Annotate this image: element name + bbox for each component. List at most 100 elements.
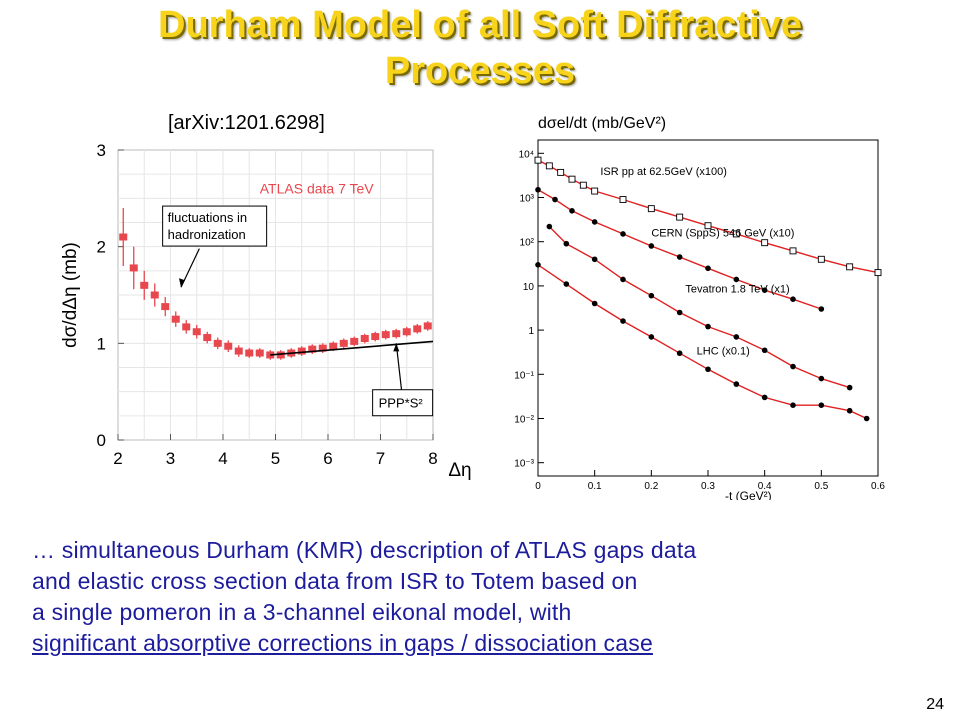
y-tick-label: 1 [528, 326, 534, 337]
data-point [371, 333, 380, 341]
slide-title: Durham Model of all Soft Diffractive Pro… [0, 2, 960, 94]
x-tick-label: 0.4 [758, 481, 772, 492]
data-point [563, 240, 570, 247]
data-point [619, 196, 627, 203]
data-point [733, 334, 740, 340]
description-line-3: a single pomeron in a 3-channel eikonal … [32, 599, 572, 625]
model-line [270, 340, 434, 356]
description-line-2: and elastic cross section data from ISR … [32, 568, 638, 594]
x-tick-label: 0.6 [871, 481, 885, 492]
data-point [591, 219, 598, 225]
model-curve [548, 226, 850, 389]
annotation-text: hadronization [168, 227, 246, 242]
data-point [705, 323, 711, 330]
data-point [818, 306, 825, 312]
data-point [423, 322, 432, 330]
annotation-text: PPP*S² [379, 396, 424, 411]
data-point [568, 175, 576, 183]
x-tick-label: 0 [535, 481, 541, 492]
x-tick-label: 2 [113, 449, 122, 468]
x-tick-label: 6 [323, 449, 332, 468]
series-label: Tevatron 1.8 TeV (x1) [685, 284, 789, 296]
data-point [171, 315, 180, 323]
x-tick-label: 0.2 [644, 481, 658, 492]
data-point [761, 287, 768, 293]
data-point [245, 349, 254, 357]
atlas-gap-chart: 0 1 2 3 2 3 4 5 6 7 8 dσ/dΔη (mb) Δη ATLAS data 7 TeV… [48, 140, 478, 500]
data-point [266, 351, 275, 359]
data-point [224, 342, 233, 350]
atlas-gap-chart-svg: 0 1 2 3 2 3 4 5 6 7 8 dσ/dΔη (mb) Δη ATLAS data 7 TeV… [60, 141, 472, 481]
data-point [591, 300, 598, 307]
data-point [546, 223, 553, 230]
y-tick-label: 3 [97, 141, 106, 160]
data-point [704, 222, 712, 230]
data-point [150, 291, 159, 299]
data-point [213, 339, 222, 347]
data-point [234, 347, 243, 355]
data-point [733, 276, 740, 283]
data-point [676, 309, 683, 316]
data-point [732, 230, 740, 238]
data-point [790, 402, 796, 408]
data-point [761, 239, 769, 247]
data-point [790, 296, 796, 303]
data-point [535, 186, 541, 193]
data-point [192, 328, 201, 336]
series-label: ISR pp at 62.5GeV (x100) [600, 166, 727, 178]
data-point [413, 325, 422, 333]
y-tick-label: 10⁴ [519, 149, 534, 160]
data-point [863, 415, 870, 422]
slide-title-line2: Processes [384, 50, 576, 92]
elastic-cross-section-chart-svg: dσel/dt (mb/GeV²) 10⁴ 10³ 10² 10 1 10⁻¹ 10⁻² 10⁻… [514, 115, 885, 503]
model-curve [537, 159, 879, 274]
data-point [360, 335, 369, 342]
data-point [761, 394, 768, 401]
annotation-box [162, 205, 268, 247]
data-point [846, 384, 853, 391]
data-point [874, 269, 882, 277]
data-point [535, 262, 541, 268]
data-point [563, 281, 570, 287]
x-tick-label: 4 [218, 449, 227, 468]
data-point [129, 264, 138, 272]
data-point [676, 213, 684, 221]
page-number: 24 [926, 696, 944, 713]
description-line-4: significant absorptive corrections in ga… [32, 630, 653, 656]
data-point [591, 187, 599, 195]
data-point [392, 330, 401, 338]
annotation-text: fluctuations in [168, 210, 248, 225]
annotation-arrowhead [179, 278, 185, 288]
data-point [350, 337, 359, 345]
data-point [648, 292, 655, 299]
data-point [789, 247, 797, 255]
series-label: CERN (SppS) 546 GeV (x10) [651, 228, 794, 240]
data-point [255, 349, 264, 357]
data-point [620, 231, 626, 237]
data-point [569, 208, 575, 214]
slide-description: … simultaneous Durham (KMR) description … [32, 535, 932, 659]
data-point [161, 303, 170, 311]
data-point [339, 339, 348, 347]
y-axis-label: dσ/dΔη (mb) [60, 242, 81, 348]
data-point [534, 156, 542, 164]
data-point [620, 276, 626, 283]
x-axis-label: -t (GeV²) [725, 489, 772, 500]
x-tick-label: 0.3 [701, 481, 715, 492]
data-point [182, 323, 191, 331]
data-point [276, 351, 285, 359]
y-tick-label: 10⁻² [514, 414, 534, 425]
data-point [545, 162, 553, 170]
data-point [761, 347, 768, 354]
y-tick-label: 0 [97, 431, 106, 450]
y-tick-label: 10 [523, 282, 535, 293]
data-point [648, 243, 655, 249]
data-point [733, 381, 740, 387]
x-tick-label: 7 [376, 449, 385, 468]
data-point [579, 181, 587, 189]
data-point [846, 407, 853, 414]
y-tick-label: 10⁻³ [514, 459, 534, 470]
annotation-box [372, 389, 434, 417]
data-point [318, 344, 327, 352]
data-point [297, 347, 306, 355]
